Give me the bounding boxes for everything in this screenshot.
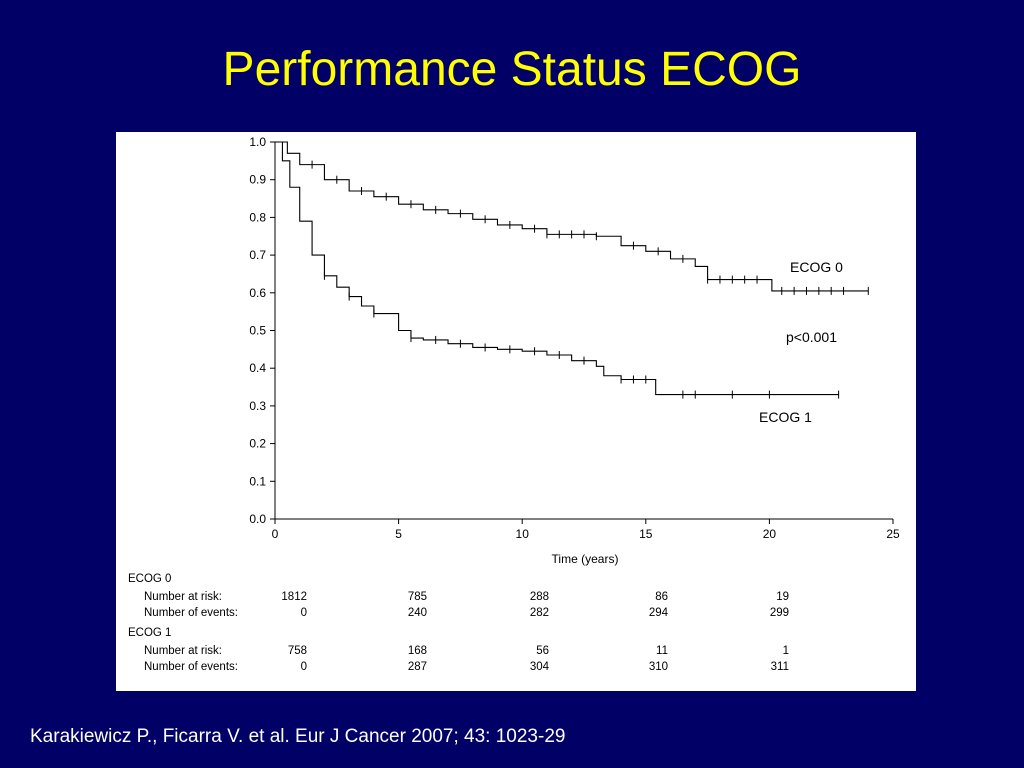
y-tick-label: 0.8 bbox=[249, 210, 266, 224]
risk-group-label: ECOG 0 bbox=[128, 573, 171, 585]
risk-value: 0 bbox=[301, 607, 307, 619]
risk-value: 288 bbox=[530, 591, 549, 603]
y-tick-label: 0.6 bbox=[249, 286, 266, 300]
risk-value: 86 bbox=[655, 591, 668, 603]
risk-value: 1 bbox=[783, 645, 789, 657]
risk-table: ECOG 0 Number at risk: 1812 785 288 86 19 Numbe… bbox=[128, 573, 789, 673]
x-tick-label: 20 bbox=[763, 527, 777, 541]
annotation-p-value: p<0.001 bbox=[786, 329, 837, 345]
risk-value: 311 bbox=[771, 661, 789, 673]
risk-value: 282 bbox=[530, 607, 549, 619]
y-tick-label: 0.3 bbox=[249, 399, 266, 413]
risk-row-label: Number at risk: bbox=[144, 645, 222, 657]
annotation-ecog0: ECOG 0 bbox=[790, 259, 843, 275]
km-figure-panel: 0 5 10 15 20 25 0.0 0.1 0.2 0.3 0.4 0.5 0.6 0.7 0.8 0.9… bbox=[116, 132, 916, 691]
risk-value: 56 bbox=[536, 645, 549, 657]
risk-group-label: ECOG 1 bbox=[128, 627, 171, 639]
curve-ecog0 bbox=[275, 141, 869, 292]
x-tick-label: 25 bbox=[886, 527, 900, 541]
risk-value: 299 bbox=[770, 607, 789, 619]
x-tick-label: 10 bbox=[516, 527, 530, 541]
annotation-ecog1: ECOG 1 bbox=[759, 409, 812, 425]
risk-value: 19 bbox=[776, 591, 789, 603]
risk-value: 1812 bbox=[281, 591, 307, 603]
y-tick-label: 0.1 bbox=[249, 474, 266, 488]
risk-value: 11 bbox=[656, 645, 668, 657]
citation: Karakiewicz P., Ficarra V. et al. Eur J … bbox=[30, 726, 566, 747]
x-axis-label: Time (years) bbox=[552, 552, 619, 566]
risk-value: 168 bbox=[408, 645, 427, 657]
axes: 0 5 10 15 20 25 0.0 0.1 0.2 0.3 0.4 0.5 0.6 0.7 0.8 0.9… bbox=[249, 135, 900, 541]
risk-value: 785 bbox=[408, 591, 427, 603]
risk-value: 758 bbox=[288, 645, 307, 657]
risk-value: 294 bbox=[649, 607, 669, 619]
risk-value: 304 bbox=[530, 661, 550, 673]
risk-value: 240 bbox=[408, 607, 427, 619]
y-tick-label: 0.2 bbox=[249, 437, 266, 451]
survival-curves bbox=[275, 141, 869, 399]
y-tick-label: 0.5 bbox=[249, 324, 266, 338]
x-tick-label: 15 bbox=[639, 527, 653, 541]
km-chart: 0 5 10 15 20 250.00.10.20.30.40.50.60.70.80.9… bbox=[128, 135, 900, 673]
y-tick-label: 0.4 bbox=[249, 361, 266, 375]
risk-value: 310 bbox=[649, 661, 668, 673]
y-tick-label: 0.7 bbox=[249, 248, 266, 262]
x-tick-label: 0 bbox=[272, 527, 279, 541]
risk-row-label: Number of events: bbox=[144, 607, 238, 619]
slide-title: Performance Status ECOG bbox=[222, 43, 802, 96]
y-tick-label: 0.9 bbox=[249, 173, 266, 187]
risk-value: 0 bbox=[301, 661, 307, 673]
risk-row-label: Number of events: bbox=[144, 661, 238, 673]
risk-value: 287 bbox=[408, 661, 427, 673]
y-tick-label: 0.0 bbox=[249, 512, 266, 526]
x-tick-label: 5 bbox=[395, 527, 402, 541]
risk-row-label: Number at risk: bbox=[144, 591, 222, 603]
curve-ecog1 bbox=[275, 141, 839, 396]
y-tick-label: 1.0 bbox=[249, 135, 266, 149]
